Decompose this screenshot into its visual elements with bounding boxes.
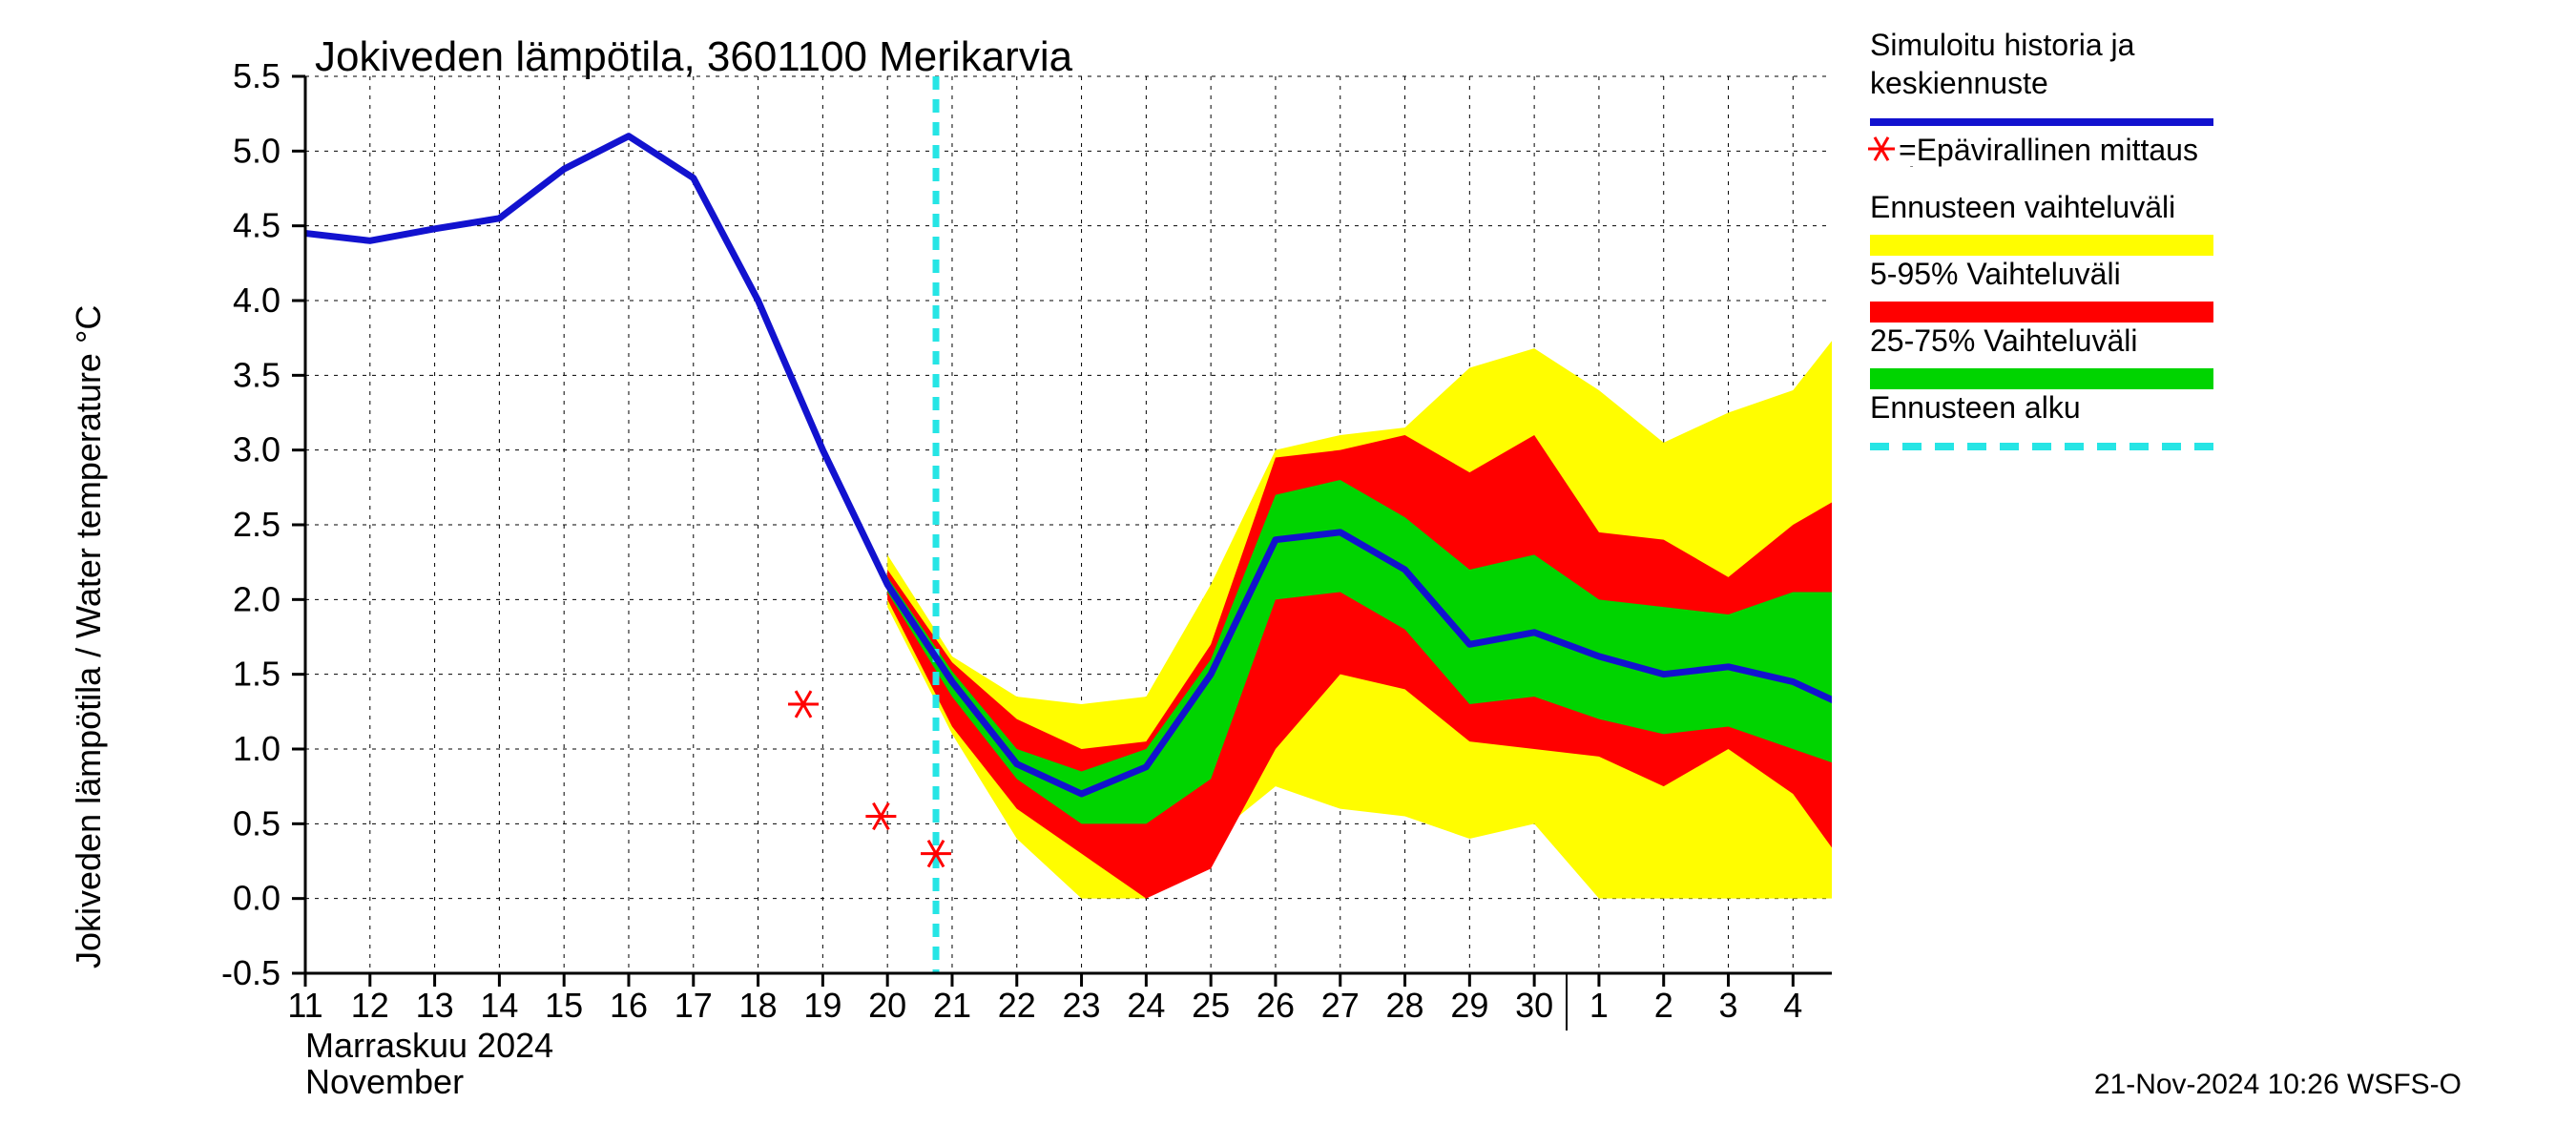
x-tick-label: 21 — [933, 986, 971, 1025]
legend-label: keskiennuste — [1870, 66, 2048, 100]
chart-container: { "chart": { "type": "line-band", "title… — [0, 0, 2576, 1145]
x-tick-label: 25 — [1192, 986, 1230, 1025]
legend-label: Simuloitu historia ja — [1870, 28, 2135, 62]
y-tick-label: 2.0 — [233, 579, 280, 618]
y-axis-label: Jokiveden lämpötila / Water temperature … — [69, 305, 108, 968]
x-tick-label: 20 — [868, 986, 906, 1025]
x-tick-label: 3 — [1719, 986, 1738, 1025]
x-tick-label: 11 — [287, 986, 322, 1025]
legend-swatch-band — [1870, 368, 2213, 389]
timestamp: 21-Nov-2024 10:26 WSFS-O — [2094, 1069, 2462, 1100]
x-tick-label: 29 — [1450, 986, 1488, 1025]
x-tick-label: 27 — [1321, 986, 1360, 1025]
y-tick-label: 0.0 — [233, 879, 280, 918]
x-tick-label: 22 — [998, 986, 1036, 1025]
month-label-2: November — [305, 1062, 464, 1101]
x-tick-label: 1 — [1589, 986, 1609, 1025]
x-tick-label: 24 — [1127, 986, 1165, 1025]
x-tick-label: 23 — [1063, 986, 1101, 1025]
x-tick-label: 14 — [480, 986, 518, 1025]
legend-label: Ennusteen vaihteluväli — [1870, 190, 2175, 224]
y-tick-label: 4.5 — [233, 206, 280, 245]
month-label-1: Marraskuu 2024 — [305, 1026, 553, 1065]
y-tick-label: 3.5 — [233, 355, 280, 394]
x-tick-label: 13 — [416, 986, 454, 1025]
y-tick-label: -0.5 — [221, 953, 280, 992]
legend-label: =Epävirallinen mittaus — [1899, 133, 2198, 167]
x-tick-label: 17 — [675, 986, 713, 1025]
y-tick-label: 2.5 — [233, 505, 280, 544]
x-tick-label: 18 — [739, 986, 778, 1025]
y-tick-label: 1.0 — [233, 729, 280, 768]
y-tick-label: 0.5 — [233, 803, 280, 843]
chart-svg: -0.5 0.0 0.5 1.0 1.5 2.0 2.5 3.0 3.5 4.0 4.5 5.0 5.5… — [0, 0, 2576, 1145]
y-tick-label: 3.0 — [233, 430, 280, 469]
x-tick-label: 19 — [803, 986, 841, 1025]
y-tick-label: 1.5 — [233, 655, 280, 694]
x-tick-label: 2 — [1654, 986, 1673, 1025]
x-tick-label: 28 — [1386, 986, 1424, 1025]
legend-swatch-band — [1870, 302, 2213, 323]
x-tick-label: 26 — [1257, 986, 1295, 1025]
y-tick-label: 5.5 — [233, 56, 280, 95]
chart-title: Jokiveden lämpötila, 3601100 Merikarvia — [315, 33, 1073, 80]
y-tick-label: 4.0 — [233, 281, 280, 320]
legend-label: Ennusteen alku — [1870, 390, 2081, 425]
y-tick-label: 5.0 — [233, 131, 280, 170]
x-tick-label: 30 — [1515, 986, 1553, 1025]
x-tick-label: 4 — [1783, 986, 1802, 1025]
x-tick-label: 16 — [610, 986, 648, 1025]
legend-label: 5-95% Vaihteluväli — [1870, 257, 2121, 291]
x-tick-label: 15 — [545, 986, 583, 1025]
legend-label: 25-75% Vaihteluväli — [1870, 323, 2137, 358]
x-tick-label: 12 — [351, 986, 389, 1025]
legend-swatch-band — [1870, 235, 2213, 256]
